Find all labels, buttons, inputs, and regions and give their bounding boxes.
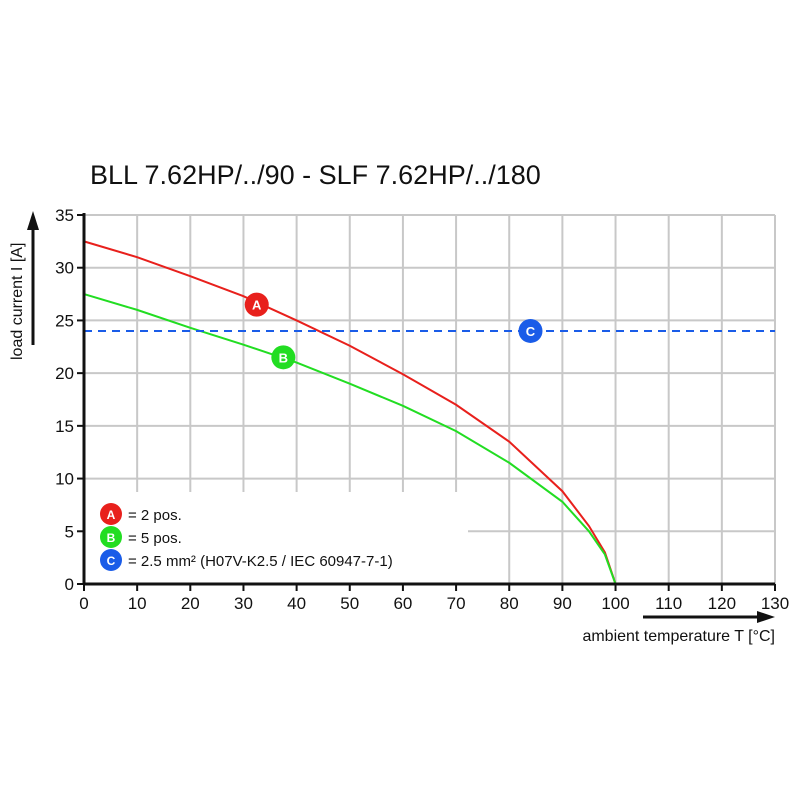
y-tick-label: 15 [55,417,74,436]
x-tick-label: 50 [340,594,359,613]
y-tick-label: 20 [55,364,74,383]
y-tick-label: 10 [55,470,74,489]
legend-c-badge [100,549,122,571]
series-a-marker-label: A [252,298,262,313]
series-b-line [83,293,617,585]
x-tick-label: 10 [128,594,147,613]
chart-title: BLL 7.62HP/../90 - SLF 7.62HP/../180 [90,160,541,190]
x-tick-label: 90 [553,594,572,613]
y-axis-arrowhead [27,211,39,230]
y-tick-label: 25 [55,311,74,330]
x-tick-label: 130 [761,594,789,613]
y-axis-label: load current I [A] [9,243,26,360]
x-tick-label: 100 [601,594,629,613]
legend-background [85,492,468,583]
x-tick-label: 20 [181,594,200,613]
legend-b-badge-letter: B [107,531,116,545]
x-tick-label: 30 [234,594,253,613]
x-tick-label: 40 [287,594,306,613]
legend-b-badge [100,526,122,548]
legend-c-label: = 2.5 mm² (H07V-K2.5 / IEC 60947-7-1) [128,553,393,570]
series-a-line [83,240,617,585]
series-b-marker-label: B [279,350,288,365]
x-axis-label: ambient temperature T [°C] [582,628,775,645]
x-tick-label: 110 [655,594,682,613]
x-axis-arrowhead [757,611,775,623]
x-tick-label: 70 [447,594,466,613]
y-tick-label: 0 [65,575,74,594]
series-c-marker-label: C [526,324,536,339]
y-tick-label: 5 [65,522,74,541]
series-b-marker [271,345,296,370]
series-c-marker [518,318,543,343]
x-tick-label: 60 [393,594,412,613]
y-tick-label: 35 [55,206,74,225]
series-a-marker [244,292,269,317]
legend-a-badge [100,503,122,525]
y-tick-label: 30 [55,259,74,278]
legend-c-badge-letter: C [107,554,116,568]
legend-a-label: = 2 pos. [128,507,182,524]
x-tick-label: 80 [500,594,519,613]
legend-b-label: = 5 pos. [128,530,182,547]
x-tick-label: 120 [708,594,736,613]
x-tick-label: 0 [79,594,88,613]
legend-a-badge-letter: A [107,508,116,522]
